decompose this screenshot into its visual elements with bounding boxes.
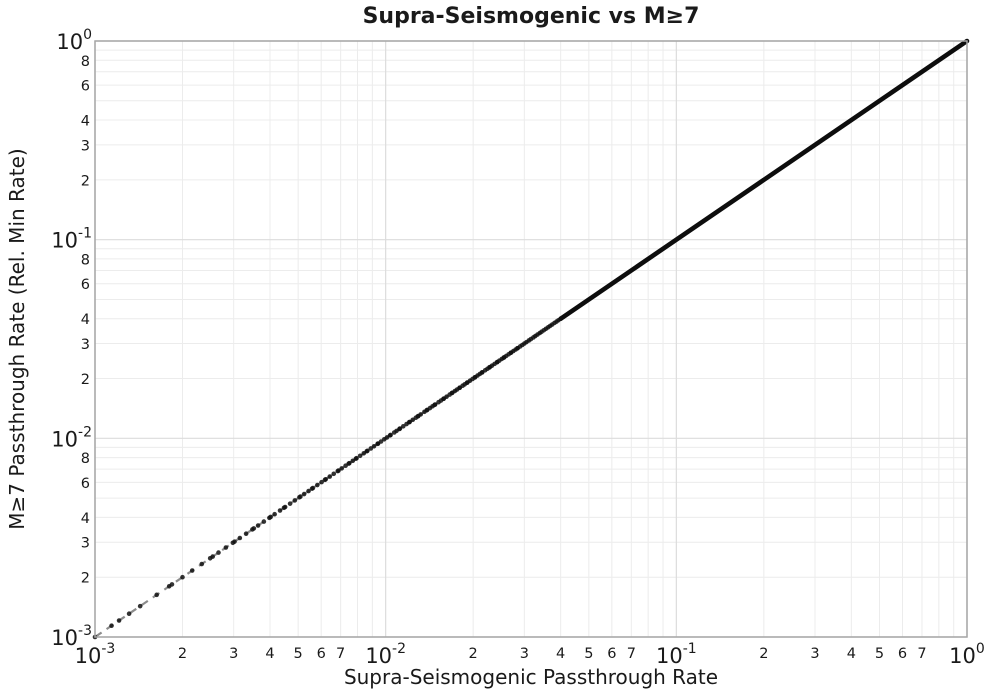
chart-title: Supra-Seismogenic vs M≥7	[362, 4, 700, 29]
svg-text:6: 6	[81, 277, 90, 293]
svg-text:2: 2	[759, 646, 768, 662]
svg-text:10-1: 10-1	[656, 641, 697, 668]
svg-text:3: 3	[81, 337, 90, 353]
data-points	[92, 316, 563, 640]
svg-text:10-3: 10-3	[75, 641, 116, 668]
minor-grid	[95, 41, 967, 637]
svg-text:2: 2	[469, 646, 478, 662]
svg-text:3: 3	[81, 138, 90, 154]
svg-text:2: 2	[81, 173, 90, 189]
svg-text:5: 5	[584, 646, 593, 662]
y-axis-label: M≥7 Passthrough Rate (Rel. Min Rate)	[5, 148, 29, 530]
svg-text:2: 2	[178, 646, 187, 662]
svg-text:6: 6	[317, 646, 326, 662]
svg-text:3: 3	[520, 646, 529, 662]
svg-text:100: 100	[56, 27, 92, 54]
svg-text:4: 4	[556, 646, 565, 662]
svg-text:6: 6	[81, 79, 90, 95]
svg-text:4: 4	[81, 114, 90, 130]
svg-text:8: 8	[81, 451, 90, 467]
svg-text:8: 8	[81, 252, 90, 268]
svg-text:4: 4	[265, 646, 274, 662]
svg-text:10-2: 10-2	[365, 641, 406, 668]
svg-text:4: 4	[81, 511, 90, 527]
svg-text:5: 5	[294, 646, 303, 662]
svg-text:10-2: 10-2	[51, 424, 92, 451]
svg-text:6: 6	[898, 646, 907, 662]
svg-text:6: 6	[81, 476, 90, 492]
svg-text:8: 8	[81, 54, 90, 70]
axes-spines	[94, 40, 968, 638]
svg-text:6: 6	[607, 646, 616, 662]
svg-text:7: 7	[336, 646, 345, 662]
svg-text:7: 7	[917, 646, 926, 662]
svg-text:4: 4	[81, 312, 90, 328]
svg-text:3: 3	[810, 646, 819, 662]
svg-text:7: 7	[627, 646, 636, 662]
dense-point-band	[558, 38, 970, 322]
svg-text:2: 2	[81, 372, 90, 388]
svg-text:4: 4	[847, 646, 856, 662]
svg-text:5: 5	[875, 646, 884, 662]
svg-text:3: 3	[229, 646, 238, 662]
svg-text:10-1: 10-1	[51, 226, 92, 253]
svg-text:2: 2	[81, 571, 90, 587]
svg-text:3: 3	[81, 536, 90, 552]
x-axis-label: Supra-Seismogenic Passthrough Rate	[343, 665, 719, 689]
svg-text:100: 100	[949, 641, 985, 668]
